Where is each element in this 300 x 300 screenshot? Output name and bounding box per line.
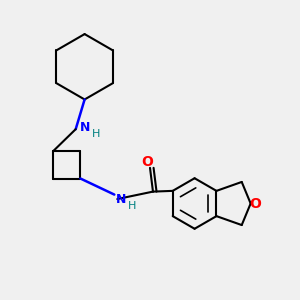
Text: N: N xyxy=(116,194,126,206)
Text: H: H xyxy=(92,129,100,139)
Text: O: O xyxy=(141,155,153,169)
Text: N: N xyxy=(80,121,91,134)
Text: O: O xyxy=(249,196,261,211)
Text: H: H xyxy=(128,201,136,211)
